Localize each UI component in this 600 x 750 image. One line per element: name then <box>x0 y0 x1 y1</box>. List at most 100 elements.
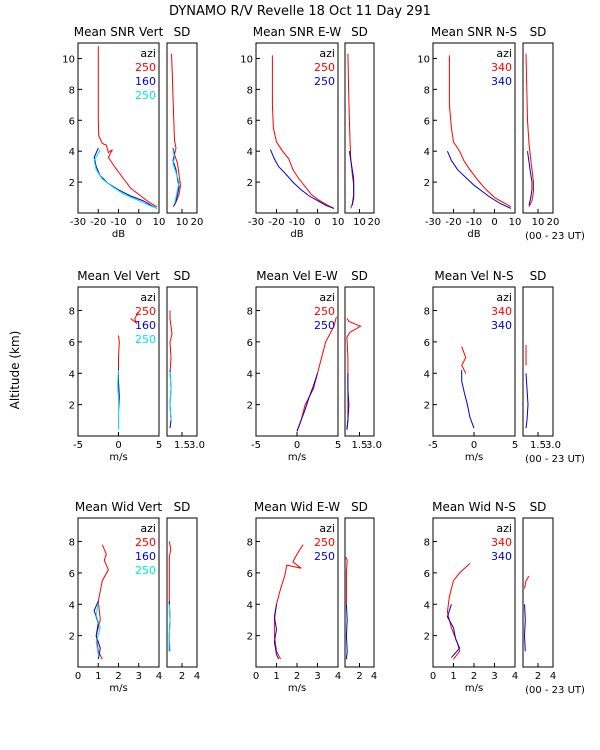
panel-3-1-title: Mean Wid Vert <box>75 500 162 514</box>
panel-2-3-ytick-label-2: 6 <box>247 338 253 349</box>
panel-1-3-series-250-1 <box>269 149 335 209</box>
panel-2-1-series-250-0 <box>118 335 120 374</box>
panel-3-1-ytick-label-2: 6 <box>69 569 75 580</box>
panel-2-1-legend-2: 250 <box>135 333 156 346</box>
panel-3-1-series-250-0 <box>95 544 109 660</box>
panel-2-3-series-250-1 <box>296 373 318 432</box>
panel-1-3-xtick-label-1: -20 <box>268 217 284 228</box>
panel-1-5-ytick-label-2: 6 <box>424 116 430 127</box>
panel-2-3-title: Mean Vel E-W <box>256 269 338 283</box>
panel-3-3-legend-1: 250 <box>314 550 335 563</box>
panel-3-2-series-250-0 <box>168 541 172 605</box>
panel-1-6-xtick-label-1: 20 <box>547 217 560 228</box>
panel-3-2-xtick-label-1: 4 <box>194 671 200 682</box>
panel-2-1-legend-1: 160 <box>135 319 156 332</box>
panel-1-5-ytick-label-4: 10 <box>417 54 430 65</box>
panel-3-4-xtick-label-1: 4 <box>371 671 377 682</box>
panel-1-2: SD 10 20 <box>166 25 203 228</box>
panel-2-5-series-340-1 <box>461 370 475 429</box>
panel-2-1-ytick-label-2: 6 <box>69 338 75 349</box>
panel-1-1-legend-title: azi <box>140 47 156 60</box>
panel-1-2-title: SD <box>174 25 191 39</box>
panel-3-6-series-340-0 <box>524 575 530 589</box>
panel-1-3-legend-title: azi <box>319 47 335 60</box>
panel-1-1-series-160-1 <box>93 147 158 209</box>
panel-2-1-ytick-label-0: 2 <box>69 401 75 412</box>
panel-3-5-ytick-label-0: 2 <box>424 632 430 643</box>
panel-3-4: SD 2 4 <box>344 500 377 682</box>
panel-1-1-legend-1: 160 <box>135 75 156 88</box>
panel-1-5-xtick-label-2: -10 <box>466 217 482 228</box>
panel-2-2-series-250-0 <box>169 310 173 374</box>
panel-2-3-xtick-label-1: 0 <box>294 440 300 451</box>
panel-1-3-ytick-label-4: 10 <box>240 54 253 65</box>
panel-1-2-series-250-2 <box>172 149 180 204</box>
panel-3-3-xtick-label-2: 2 <box>294 671 300 682</box>
panel-3-1-xtick-label-4: 4 <box>156 671 162 682</box>
panel-1-2-frame <box>166 42 198 214</box>
panel-2-5-xlabel: m/s <box>465 452 483 463</box>
panel-3-1-ytick-label-1: 4 <box>69 600 75 611</box>
panel-3-6: SD 2 4 (00 - 23 UT) <box>522 500 585 696</box>
panel-2-6-series-340-1 <box>525 373 529 429</box>
panel-1-3-title: Mean SNR E-W <box>253 25 342 39</box>
panel-1-3-xtick-label-2: -10 <box>289 217 305 228</box>
panel-3-2-frame <box>166 517 198 668</box>
panel-1-4-title: SD <box>351 25 368 39</box>
panel-1-6-series-340-0 <box>525 53 534 208</box>
panel-2-4-title: SD <box>351 269 368 283</box>
panel-3-6-title: SD <box>530 500 547 514</box>
panel-2-1-title: Mean Vel Vert <box>77 269 160 283</box>
panel-3-6-ut-note: (00 - 23 UT) <box>525 685 585 696</box>
panel-1-5-xtick-label-4: 10 <box>509 217 522 228</box>
panel-3-1-legend-title: azi <box>140 522 156 535</box>
panel-3-4-series-250-0 <box>345 556 348 605</box>
panel-3-1-xlabel: m/s <box>109 683 127 694</box>
panel-1-5-xtick-label-3: 0 <box>491 217 497 228</box>
panel-1-3-xtick-label-3: 0 <box>314 217 320 228</box>
panel-2-1-legend-0: 250 <box>135 305 156 318</box>
panel-2-5-title: Mean Vel N-S <box>434 269 513 283</box>
panel-3-4-frame <box>344 517 375 668</box>
panel-2-3-xtick-label-0: -5 <box>251 440 261 451</box>
panel-2-3-ytick-label-0: 2 <box>247 401 253 412</box>
panel-1-4-xtick-label-0: 10 <box>353 217 366 228</box>
panel-3-3-xtick-label-1: 1 <box>273 671 279 682</box>
panel-3-2-title: SD <box>174 500 191 514</box>
altitude-label: Altitude (km) <box>8 331 22 410</box>
panel-1-1-series-250-0 <box>97 46 158 208</box>
panel-1-5-ytick-label-0: 2 <box>424 178 430 189</box>
panel-3-5-xtick-label-1: 1 <box>450 671 456 682</box>
panel-2-1-ytick-label-1: 4 <box>69 369 75 380</box>
panel-2-2: SD 1.5 3.0 <box>166 269 205 451</box>
panel-2-3-legend-0: 250 <box>314 305 335 318</box>
panel-1-3-legend-0: 250 <box>314 61 335 74</box>
panel-2-1-xtick-label-0: -5 <box>73 440 83 451</box>
panel-2-2-title: SD <box>174 269 191 283</box>
panel-2-1-xtick-label-2: 5 <box>156 440 162 451</box>
panel-3-3-xlabel: m/s <box>288 683 306 694</box>
panel-3-1-legend-0: 250 <box>135 536 156 549</box>
panel-3-3-series-250-0 <box>273 544 304 660</box>
panel-3-1-series-160-1 <box>93 600 101 660</box>
panel-2-6-xtick-label-1: 3.0 <box>545 440 561 451</box>
panel-1-4-series-250-0 <box>347 53 355 209</box>
panel-3-3-series-250-1 <box>273 604 280 660</box>
panel-3-5-series-340-1 <box>446 604 461 658</box>
panel-1-6: SD 10 20 (00 - 23 UT) <box>522 25 585 242</box>
panel-1-5-ytick-label-1: 4 <box>424 147 430 158</box>
panel-1-1-xtick-label-0: -30 <box>70 217 86 228</box>
panel-3-1-xtick-label-2: 2 <box>115 671 121 682</box>
panel-3-5-legend-title: azi <box>496 522 512 535</box>
panel-1-1-ytick-label-3: 8 <box>69 85 75 96</box>
panel-2-4: SD 1.53.0 <box>344 269 382 451</box>
panel-1-5-legend-title: azi <box>496 47 512 60</box>
panel-1-1-ytick-label-2: 6 <box>69 116 75 127</box>
panel-2-5-legend-0: 340 <box>491 305 512 318</box>
panel-2-5-ytick-label-1: 4 <box>424 369 430 380</box>
panel-2-5-ytick-label-2: 6 <box>424 338 430 349</box>
